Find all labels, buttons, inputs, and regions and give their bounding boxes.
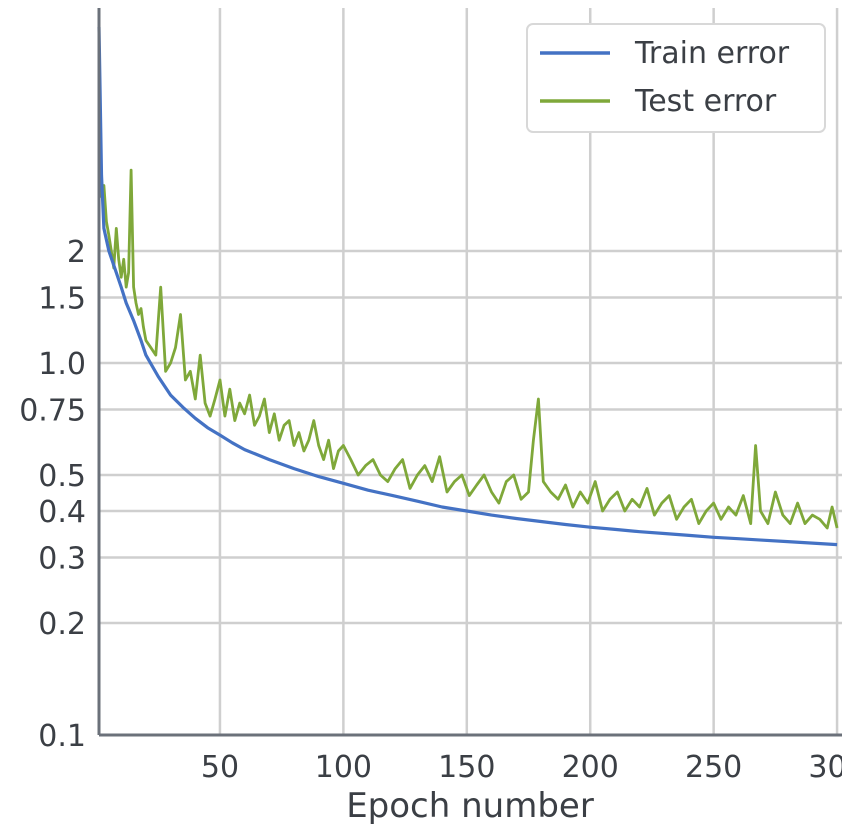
- legend-train-label: Train error: [634, 36, 790, 71]
- y-tick-label: 2: [67, 235, 86, 270]
- y-tick-label: 0.1: [38, 719, 86, 754]
- legend-box: [526, 23, 826, 133]
- legend: Train error Test error: [526, 23, 826, 133]
- x-tick-label: 250: [685, 750, 742, 785]
- y-tick-label: 0.2: [38, 607, 86, 642]
- y-tick-label: 0.4: [38, 495, 86, 530]
- y-tick-label: 1.5: [38, 281, 86, 316]
- x-axis-label: Epoch number: [346, 786, 594, 826]
- axes: [97, 8, 842, 737]
- x-tick-label: 300: [808, 750, 842, 785]
- x-tick-label: 50: [201, 750, 239, 785]
- legend-test-label: Test error: [634, 84, 777, 119]
- x-tick-label: 150: [438, 750, 495, 785]
- x-tick-label: 100: [315, 750, 372, 785]
- tick-labels: 50 100 150 200 250 300 0.1 0.2 0.3 0.40.5 0.75 1.0 1…: [19, 235, 842, 785]
- train-error-line: [97, 26, 838, 547]
- y-tick-label: 0.5: [38, 459, 86, 494]
- series-lines: [97, 26, 839, 547]
- x-tick-label: 200: [562, 750, 619, 785]
- test-error-line: [97, 168, 839, 530]
- y-tick-label: 0.75: [19, 393, 86, 428]
- y-tick-label: 0.3: [38, 542, 86, 577]
- y-tick-label: 1.0: [38, 347, 86, 382]
